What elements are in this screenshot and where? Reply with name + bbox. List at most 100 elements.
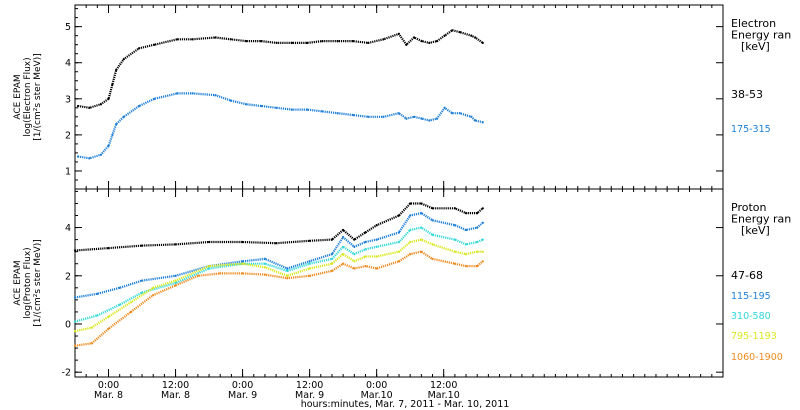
data-point-electron-1 (176, 92, 179, 95)
data-point-proton-4 (286, 277, 289, 280)
data-point-proton-0 (208, 240, 211, 244)
data-point-proton-2 (263, 262, 266, 265)
data-point-proton-0 (342, 228, 345, 232)
series-line-proton-1 (74, 212, 484, 299)
y-tick-label: 1 (65, 166, 71, 177)
data-point-electron-0 (191, 38, 194, 41)
data-point-proton-1 (464, 228, 468, 232)
data-point-electron-1 (336, 112, 339, 115)
x-tick-date-label: Mar. 9 (295, 390, 324, 401)
data-point-electron-0 (111, 83, 114, 86)
data-point-proton-0 (409, 202, 412, 205)
data-point-proton-3 (107, 315, 110, 318)
data-point-proton-1 (174, 274, 177, 277)
data-point-proton-0 (241, 240, 244, 244)
data-point-proton-4 (308, 274, 311, 277)
data-point-electron-1 (76, 155, 80, 158)
data-point-proton-1 (286, 267, 289, 270)
data-point-proton-2 (308, 262, 311, 265)
data-point-proton-3 (90, 326, 93, 329)
data-point-electron-0 (351, 40, 355, 43)
x-tick-time-label: 0:00 (366, 380, 387, 391)
data-point-proton-4 (196, 274, 199, 277)
data-point-electron-1 (321, 110, 324, 113)
data-point-electron-1 (405, 117, 408, 120)
y-tick-label: 3 (65, 94, 71, 105)
data-point-proton-0 (174, 243, 177, 246)
data-point-proton-3 (353, 260, 356, 263)
data-point-proton-2 (476, 240, 479, 244)
x-tick-date-label: Mar. 9 (228, 390, 257, 401)
data-point-electron-1 (367, 115, 370, 118)
data-point-electron-0 (382, 38, 385, 41)
x-tick-time-label: 0:00 (98, 380, 119, 391)
data-point-proton-1 (342, 236, 345, 239)
data-point-electron-1 (138, 104, 141, 108)
data-point-electron-1 (244, 103, 248, 106)
data-point-proton-1 (140, 279, 144, 282)
data-point-proton-1 (353, 245, 356, 248)
data-point-proton-4 (73, 344, 77, 347)
data-point-electron-0 (244, 40, 248, 43)
y-tick-label: 4 (65, 223, 71, 234)
data-point-proton-2 (453, 238, 456, 241)
x-tick-date-label: Mar.10 (361, 390, 393, 401)
legend-title: Energy ran (731, 29, 791, 42)
data-point-electron-0 (474, 36, 477, 39)
data-point-proton-1 (431, 219, 434, 222)
data-point-electron-0 (88, 106, 91, 109)
data-point-electron-1 (458, 112, 461, 115)
data-point-proton-2 (364, 248, 367, 251)
data-point-proton-4 (397, 260, 401, 263)
data-point-proton-3 (342, 253, 345, 256)
data-point-proton-3 (73, 330, 77, 333)
axes-layer (74, 4, 724, 378)
series-line-electron-0 (77, 29, 484, 109)
data-point-electron-0 (413, 36, 416, 39)
legend-entry: 38-53 (731, 88, 763, 101)
data-point-proton-1 (263, 257, 266, 260)
x-tick-date-label: Mar.10 (428, 390, 460, 401)
data-point-electron-1 (260, 104, 263, 108)
data-point-proton-2 (420, 226, 423, 229)
data-point-electron-1 (420, 117, 423, 120)
data-point-electron-1 (481, 121, 484, 124)
data-point-proton-2 (481, 238, 484, 241)
data-point-proton-0 (375, 224, 378, 227)
data-point-proton-4 (342, 262, 345, 265)
y-axis-label: ACE EPAM (13, 260, 23, 305)
data-point-electron-0 (290, 41, 293, 45)
data-point-proton-3 (364, 255, 367, 258)
legend-entry: 175-315 (731, 124, 771, 135)
data-point-electron-0 (229, 38, 232, 41)
data-point-electron-0 (99, 103, 102, 106)
data-point-electron-0 (405, 43, 408, 46)
data-point-proton-4 (241, 272, 244, 275)
data-point-proton-2 (140, 291, 144, 294)
data-point-proton-1 (375, 238, 378, 241)
data-point-electron-0 (214, 36, 217, 39)
y-axis-label: log(Electron Flux) (23, 57, 33, 136)
legend-title: [keV] (741, 224, 770, 237)
x-tick-time-label: 0:00 (232, 380, 253, 391)
x-axis-label: hours:minutes, Mar. 7, 2011 - Mar. 10, 2… (301, 399, 510, 410)
data-point-proton-0 (353, 238, 356, 241)
data-point-electron-0 (435, 40, 439, 43)
data-point-proton-1 (330, 253, 334, 256)
data-point-electron-1 (413, 115, 416, 118)
legend-entry: 310-580 (731, 311, 771, 322)
data-point-proton-4 (174, 284, 177, 287)
data-point-electron-1 (435, 117, 439, 120)
data-point-proton-3 (453, 250, 456, 253)
legend-title: Electron (731, 17, 776, 30)
legend-entry: 115-195 (731, 291, 771, 302)
y-axis-label: [1/(cm²s ster MeV)] (33, 53, 43, 140)
data-point-proton-4 (364, 265, 367, 268)
data-point-proton-1 (476, 226, 479, 229)
data-point-electron-0 (336, 40, 339, 43)
data-point-electron-0 (76, 104, 80, 108)
data-point-electron-0 (306, 41, 309, 45)
legend-entry: 795-1193 (731, 331, 777, 342)
data-point-proton-0 (464, 212, 468, 215)
